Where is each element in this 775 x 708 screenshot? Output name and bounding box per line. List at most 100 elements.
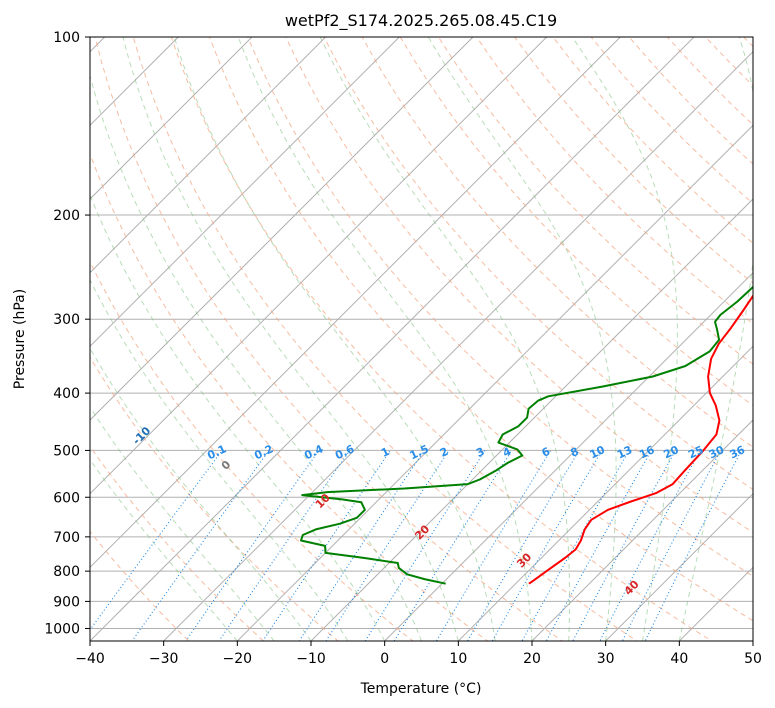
dry-adiabat [170, 37, 713, 641]
dry-adiabat [514, 37, 753, 284]
isotherm-line [90, 37, 253, 200]
dry-adiabat-label: -10 [130, 424, 153, 447]
y-tick-label: 200 [53, 208, 80, 224]
y-tick-label: 700 [53, 530, 80, 546]
moist-adiabat [90, 347, 312, 641]
temperature-line [528, 294, 753, 585]
isotherm-line [90, 37, 327, 274]
dry-adiabat [132, 37, 638, 641]
isotherm-line [457, 345, 753, 641]
isoline-labels: 0.10.20.40.611.52346810131620253036-100-… [130, 424, 748, 598]
mixing-ratio-line [364, 450, 486, 641]
isotherm-line [90, 37, 548, 495]
dry-adiabat [437, 37, 753, 365]
x-tick-label: −30 [149, 651, 179, 667]
moist-adiabat [90, 406, 275, 641]
y-tick-label: 900 [53, 594, 80, 610]
isotherm-line [90, 37, 180, 127]
moist-adiabat [237, 37, 533, 641]
dry-adiabat [209, 37, 753, 622]
dry-adiabat [361, 37, 753, 448]
mixing-ratio-line [393, 450, 513, 641]
isotherm-line [531, 419, 753, 641]
y-tick-label: 300 [53, 312, 80, 328]
mixing-ratio-label: 30 [707, 443, 727, 461]
x-tick-label: 30 [597, 651, 615, 667]
mixing-ratio-label: 36 [728, 443, 748, 461]
moist-adiabat [319, 37, 570, 641]
dry-adiabat [90, 445, 265, 641]
x-tick-label: 40 [670, 651, 688, 667]
mixing-ratio-line [644, 450, 742, 641]
moist-adiabat [173, 37, 496, 641]
mixing-ratio-label: 3 [474, 445, 486, 460]
moist-adiabat [571, 37, 678, 641]
mixing-ratio-label: 6 [540, 445, 553, 460]
y-tick-label: 600 [53, 490, 80, 506]
dry-adiabat [399, 37, 753, 407]
y-tick-label: 1000 [44, 621, 80, 637]
profile-lines [300, 285, 753, 585]
x-tick-label: −40 [75, 651, 105, 667]
dry-adiabat [323, 37, 753, 491]
mixing-ratio-line [466, 450, 580, 641]
isotherm-line [90, 37, 622, 569]
dry-adiabat [667, 37, 753, 126]
x-tick-label: 0 [380, 651, 389, 667]
dry-adiabat [285, 37, 753, 534]
mixing-ratio-line [298, 450, 425, 641]
mixing-ratio-label: 1 [379, 445, 391, 460]
mixing-ratio-label: 13 [615, 443, 634, 461]
dry-adiabat [247, 37, 753, 577]
x-axis-label: Temperature (°C) [360, 681, 482, 697]
mixing-ratio-line [218, 450, 351, 641]
mixing-ratio-line [325, 450, 450, 641]
x-tick-label: 50 [744, 651, 762, 667]
mixing-ratio-line [185, 450, 320, 641]
mixing-ratio-label: 0.6 [333, 442, 356, 462]
mixing-ratio-line [599, 450, 701, 641]
dry-adiabat [590, 37, 753, 205]
moist-adiabat [122, 37, 459, 641]
isotherm-line [752, 640, 753, 641]
isotherm-line [383, 271, 753, 641]
mixing-ratio-label: 2 [438, 445, 450, 460]
moist-adiabat [427, 37, 617, 641]
dry-adiabat [552, 37, 753, 244]
chart-title: wetPf2_S174.2025.265.08.45.C19 [285, 11, 557, 31]
mixing-ratio-line [545, 450, 652, 641]
dry-adiabat-label: 20 [412, 522, 432, 542]
mixing-ratio-label: 20 [662, 443, 682, 461]
y-axis-label: Pressure (hPa) [12, 289, 28, 389]
mixing-ratio-label: 10 [588, 443, 608, 461]
y-tick-label: 800 [53, 564, 80, 580]
mixing-ratio-line [90, 450, 223, 631]
y-tick-label: 500 [53, 443, 80, 459]
axes: −40 −30 −20 −10 0 10 20 30 40 5010009008007006005… [44, 30, 762, 667]
dry-adiabat [94, 37, 564, 641]
dry-adiabat [90, 356, 339, 641]
mixing-ratio-label: 0.4 [302, 442, 325, 462]
dry-adiabat [90, 260, 414, 641]
moist-adiabat [90, 193, 386, 641]
mixing-ratio-line [621, 450, 722, 641]
mixing-ratio-label: 1.5 [408, 442, 431, 462]
mixing-ratio-label: 25 [686, 443, 705, 461]
isotherm-line [236, 124, 753, 641]
dry-adiabat-label: 0 [219, 458, 234, 473]
x-tick-label: −20 [223, 651, 253, 667]
y-tick-label: 100 [53, 30, 80, 46]
x-tick-label: 10 [449, 651, 467, 667]
isotherm-line [678, 566, 753, 641]
mixing-ratio-line [262, 450, 391, 641]
isotherm-line [90, 37, 401, 348]
plot-frame [89, 36, 754, 642]
isotherm-line [310, 198, 753, 641]
isotherm-line [0, 10, 58, 675]
y-tick-label: 400 [53, 386, 80, 402]
dry-adiabat-label: 40 [622, 578, 642, 598]
moist-adiabat [90, 73, 422, 641]
isotherm-line [90, 37, 695, 641]
background-lines [0, 10, 753, 675]
